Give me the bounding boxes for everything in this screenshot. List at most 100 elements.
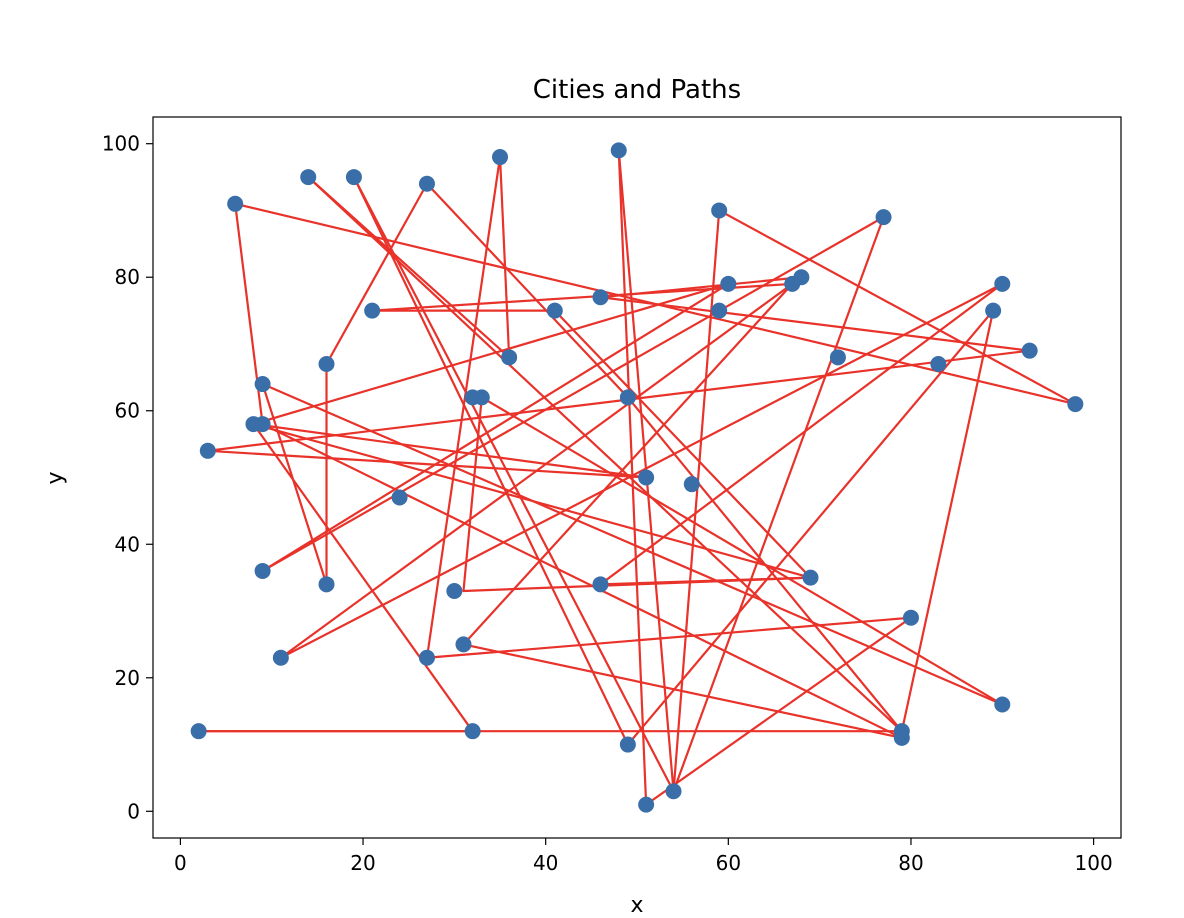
city-point: [318, 576, 335, 593]
path-segment: [599, 282, 1004, 586]
y-tick-label: 40: [115, 532, 140, 556]
city-point: [638, 469, 655, 486]
x-tick-label: 100: [1075, 851, 1113, 875]
y-tick-label: 20: [115, 666, 140, 690]
city-point: [1021, 342, 1038, 359]
city-point: [711, 202, 728, 219]
path-segment: [206, 349, 1031, 452]
city-point: [391, 489, 408, 506]
city-point: [272, 649, 289, 666]
city-point: [619, 389, 636, 406]
city-point: [473, 389, 490, 406]
y-tick-label: 80: [115, 265, 140, 289]
path-segment: [425, 182, 629, 399]
city-point: [254, 562, 271, 579]
path-segment: [252, 282, 730, 426]
city-point: [446, 582, 463, 599]
city-point: [619, 736, 636, 753]
city-point: [364, 302, 381, 319]
city-point: [199, 442, 216, 459]
city-point: [893, 729, 910, 746]
path-segment: [599, 296, 1031, 352]
city-point: [464, 723, 481, 740]
path-segment: [462, 282, 794, 646]
x-tick-label: 60: [716, 851, 741, 875]
city-point: [492, 149, 509, 166]
x-axis-label: x: [630, 893, 643, 918]
city-point: [720, 275, 737, 292]
path-segment: [599, 276, 803, 299]
city-point: [802, 569, 819, 586]
city-point: [665, 783, 682, 800]
path-segment: [261, 382, 328, 586]
path-segment: [279, 276, 803, 659]
x-tick-label: 0: [174, 851, 187, 875]
y-axis-ticks: 0 20 40 60 80 100: [102, 132, 153, 823]
city-point: [1067, 396, 1084, 413]
city-point: [610, 142, 627, 159]
plot-area-frame: [152, 116, 1122, 839]
city-point: [318, 356, 335, 373]
city-point: [345, 169, 362, 186]
path-segment: [279, 282, 1004, 659]
city-point: [930, 356, 947, 373]
city-point: [190, 723, 207, 740]
path-layer: [197, 149, 1077, 806]
city-point: [501, 349, 518, 366]
x-tick-label: 80: [898, 851, 923, 875]
city-point: [985, 302, 1002, 319]
path-segment: [352, 175, 675, 793]
path-segment: [307, 175, 903, 733]
y-tick-label: 100: [102, 132, 140, 156]
x-axis-ticks: 0 20 40 60 80 100: [174, 838, 1113, 875]
path-segment: [252, 422, 474, 733]
path-segment: [234, 202, 264, 426]
city-point: [418, 649, 435, 666]
path-segment: [498, 155, 511, 359]
city-point: [592, 576, 609, 593]
path-segment: [900, 309, 995, 733]
path-segment: [307, 175, 511, 359]
city-point: [254, 376, 271, 393]
x-tick-label: 40: [533, 851, 558, 875]
path-segment: [261, 382, 1004, 706]
y-axis-label: y: [43, 471, 68, 484]
path-segment: [718, 209, 1077, 406]
city-point: [300, 169, 317, 186]
y-tick-label: 0: [127, 799, 140, 823]
path-segment: [261, 422, 903, 739]
path-segment: [672, 209, 721, 793]
x-tick-label: 20: [350, 851, 375, 875]
city-point: [638, 796, 655, 813]
path-segment: [672, 216, 885, 793]
city-point: [546, 302, 563, 319]
city-point: [994, 696, 1011, 713]
city-point: [793, 269, 810, 286]
city-point: [683, 476, 700, 493]
city-point: [711, 302, 728, 319]
path-segment: [626, 396, 903, 733]
city-point: [227, 195, 244, 212]
city-point: [254, 416, 271, 433]
path-segment: [206, 449, 648, 479]
point-layer: [190, 142, 1084, 813]
city-point: [829, 349, 846, 366]
city-point: [902, 609, 919, 626]
path-segment: [325, 182, 429, 366]
path-segment: [599, 576, 812, 586]
city-point: [875, 209, 892, 226]
path-segment: [425, 616, 913, 659]
path-segment: [352, 175, 629, 746]
city-point: [418, 175, 435, 192]
city-point: [592, 289, 609, 306]
path-segment: [425, 155, 502, 659]
y-tick-label: 60: [115, 399, 140, 423]
path-segment: [462, 643, 903, 739]
path-segment: [261, 216, 885, 573]
path-segment: [626, 309, 995, 746]
city-point: [994, 275, 1011, 292]
chart-title: Cities and Paths: [533, 75, 741, 105]
path-segment: [252, 422, 648, 479]
